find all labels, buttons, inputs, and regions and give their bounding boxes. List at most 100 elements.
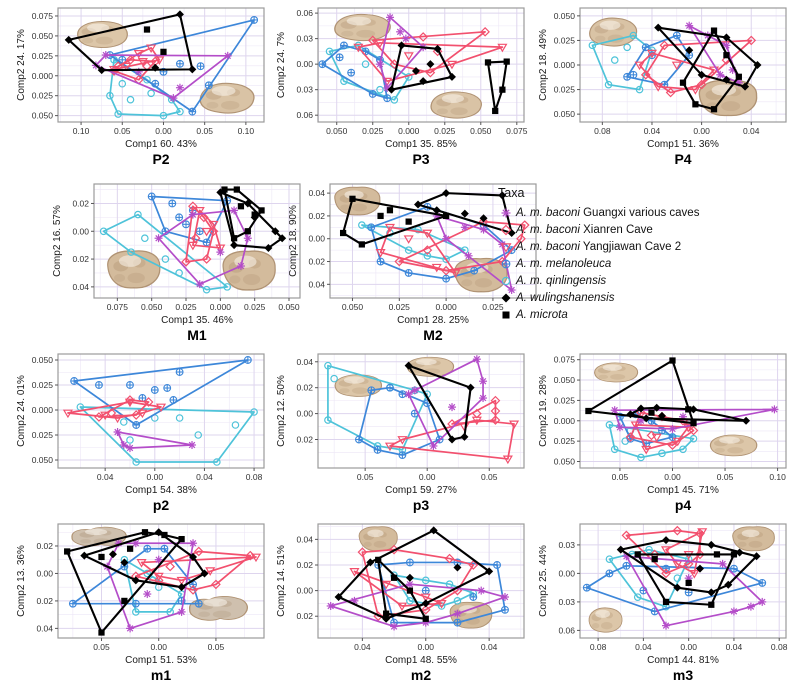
marker-circle-plus-icon bbox=[605, 569, 614, 578]
hull-m2 bbox=[353, 570, 443, 607]
y-tick-label: 0.000 bbox=[554, 416, 576, 426]
marker-circle-plus-icon bbox=[442, 274, 451, 283]
marker-diamond-filled-icon bbox=[382, 614, 391, 623]
marker-circle-plus-icon bbox=[175, 213, 184, 222]
panel-title: m1 bbox=[151, 667, 171, 683]
marker-circle-open-icon bbox=[610, 445, 619, 454]
marker-triangle-down-open-icon bbox=[431, 263, 442, 273]
plot-M2: 0.050 0.025 0.000 0.025 0.04 0.02 0.00 0.02 0.04… bbox=[288, 183, 537, 343]
panel-title: p2 bbox=[153, 497, 170, 513]
x-axis-label: Comp1 44. 81% bbox=[647, 655, 719, 666]
marker-triangle-down-open-icon bbox=[509, 420, 520, 430]
marker-diamond-filled-icon bbox=[735, 548, 744, 557]
marker-triangle-down-open-icon bbox=[100, 411, 111, 421]
marker-circle-plus-icon bbox=[501, 605, 509, 614]
marker-asterisk-icon bbox=[189, 539, 198, 548]
y-axis-label: Comp2 12. 50% bbox=[276, 375, 287, 447]
marker-diamond-open-icon bbox=[188, 585, 198, 595]
series-layer bbox=[588, 21, 762, 113]
marker-circle-open-icon bbox=[605, 421, 614, 429]
marker-triangle-down-open-icon bbox=[187, 241, 198, 251]
marker-circle-open-icon bbox=[453, 597, 462, 605]
marker-square-filled-icon bbox=[651, 556, 658, 563]
marker-circle-open-icon bbox=[202, 285, 211, 294]
x-tick-label: 0.025 bbox=[175, 302, 197, 312]
marker-square-filled-icon bbox=[735, 73, 742, 80]
legend-label: A. m. qinlingensis bbox=[516, 274, 607, 287]
x-tick-label: 0.050 bbox=[278, 302, 300, 312]
marker-diamond-filled-icon bbox=[411, 66, 420, 75]
x-axis-label: Comp1 51. 53% bbox=[125, 655, 197, 666]
y-tick-label: 0.00 bbox=[72, 226, 89, 236]
marker-diamond-open-icon bbox=[490, 415, 501, 425]
marker-circle-open-icon bbox=[679, 445, 687, 454]
marker-diamond-filled-icon bbox=[742, 416, 751, 425]
marker-square-filled-icon bbox=[422, 615, 429, 622]
hull-p4 bbox=[608, 423, 695, 459]
marker-diamond-filled-icon bbox=[271, 227, 280, 236]
marker-diamond-filled-icon bbox=[673, 583, 682, 592]
marker-triangle-down-open-icon bbox=[201, 227, 212, 237]
y-tick-label: 0.02 bbox=[72, 198, 89, 208]
marker-circle-plus-icon bbox=[160, 544, 169, 553]
panel-border bbox=[57, 523, 265, 639]
hull-m2 bbox=[377, 561, 506, 624]
marker-square-filled-icon bbox=[121, 597, 128, 605]
marker-diamond-filled-icon bbox=[419, 77, 428, 86]
tooth-photo bbox=[406, 356, 455, 377]
marker-diamond-filled-icon bbox=[154, 528, 163, 537]
marker-diamond-filled-icon bbox=[724, 580, 733, 589]
marker-circle-open-icon bbox=[99, 227, 108, 236]
marker-asterisk-icon bbox=[758, 597, 767, 606]
marker-triangle-down-open-icon bbox=[381, 580, 392, 590]
tooth-photo bbox=[334, 13, 391, 42]
marker-diamond-open-icon bbox=[683, 559, 694, 569]
marker-diamond-open-icon bbox=[665, 87, 676, 98]
marker-diamond-filled-icon bbox=[230, 241, 239, 250]
x-tick-label: 0.04 bbox=[481, 642, 498, 652]
panel-m3: 0.08 0.04 0.00 0.04 0.08 0.03 0.00 0.03 0.06 Comp… bbox=[534, 518, 792, 691]
panel-M2: 0.050 0.025 0.000 0.025 0.04 0.02 0.00 0.02 0.04… bbox=[284, 178, 542, 351]
marker-asterisk-icon bbox=[472, 355, 481, 364]
hull-p2 bbox=[79, 406, 255, 463]
marker-diamond-open-icon bbox=[420, 604, 431, 615]
marker-diamond-open-icon bbox=[444, 553, 455, 564]
panel-title: P2 bbox=[152, 151, 169, 167]
x-tick-label: 0.025 bbox=[362, 126, 384, 136]
marker-asterisk-icon bbox=[464, 251, 473, 260]
marker-square-filled-icon bbox=[406, 587, 414, 594]
marker-circle-plus-icon bbox=[368, 89, 377, 98]
x-tick-label: 0.075 bbox=[107, 302, 129, 312]
legend-entry-5: A. wulingshanensis bbox=[498, 289, 798, 306]
marker-diamond-filled-icon bbox=[697, 70, 706, 79]
marker-triangle-down-open-icon bbox=[112, 414, 123, 424]
marker-diamond-open-icon bbox=[165, 561, 176, 572]
marker-diamond-filled-icon bbox=[689, 405, 698, 414]
marker-diamond-filled-icon bbox=[64, 35, 73, 44]
marker-diamond-filled-icon bbox=[429, 526, 438, 535]
x-tick-label: 0.00 bbox=[417, 642, 434, 652]
marker-circle-open-icon bbox=[629, 31, 638, 40]
series-layer bbox=[99, 186, 287, 294]
x-tick-label: 0.05 bbox=[612, 472, 629, 482]
marker-triangle-down-open-icon bbox=[689, 570, 700, 579]
marker-circle-plus-icon bbox=[404, 268, 413, 277]
y-tick-label: 0.00 bbox=[558, 568, 575, 578]
y-tick-label: 0.025 bbox=[554, 395, 576, 405]
y-tick-label: 0.06 bbox=[296, 8, 313, 18]
marker-circle-open-icon bbox=[176, 107, 184, 116]
marker-triangle-down-open-icon bbox=[708, 66, 720, 76]
y-tick-label: 0.050 bbox=[554, 375, 576, 385]
marker-triangle-down-open-icon bbox=[215, 244, 226, 254]
marker-circle-open-icon bbox=[324, 416, 332, 424]
marker-circle-open-icon bbox=[159, 111, 168, 120]
hull-m3 bbox=[619, 539, 758, 594]
tooth-photo bbox=[199, 82, 255, 114]
marker-diamond-filled-icon bbox=[175, 10, 184, 19]
marker-diamond-filled-icon bbox=[264, 243, 273, 252]
marker-diamond-filled-icon bbox=[432, 206, 441, 215]
panel-title: p3 bbox=[413, 497, 430, 513]
marker-asterisk-icon bbox=[722, 41, 731, 50]
marker-square-filled-icon bbox=[634, 551, 641, 558]
marker-asterisk-icon bbox=[125, 444, 134, 452]
